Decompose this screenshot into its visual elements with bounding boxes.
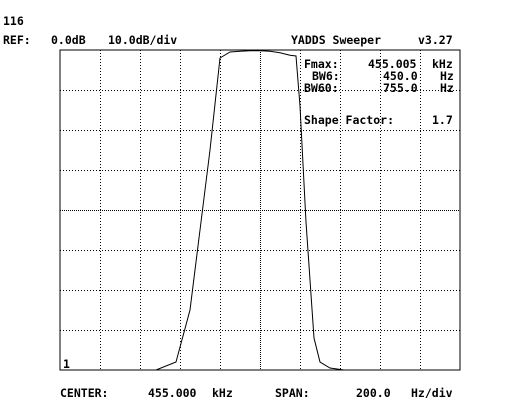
bw6-value: 450.0 xyxy=(383,69,418,83)
bw60-unit: Hz xyxy=(440,81,454,95)
bw60-value: 755.0 xyxy=(383,81,418,95)
shape-factor-value: 1.7 xyxy=(432,113,453,127)
fmax-value: 455.005 xyxy=(368,57,417,71)
bw6-label: BW6: xyxy=(312,69,340,83)
ref-level: 0.0dB xyxy=(51,33,86,47)
bw60-label: BW60: xyxy=(304,81,339,95)
center-frequency: 455.000 xyxy=(148,386,197,400)
center-label: CENTER: xyxy=(60,386,109,400)
shape-factor-label: Shape Factor: xyxy=(304,113,395,127)
sweep-counter: 116 xyxy=(3,14,24,28)
span-value: 200.0 xyxy=(356,386,391,400)
graticule xyxy=(60,50,460,370)
span-unit: Hz/div xyxy=(411,386,453,400)
span-label: SPAN: xyxy=(275,386,310,400)
ref-label: REF: xyxy=(3,33,31,47)
response-trace xyxy=(60,50,460,371)
fmax-unit: kHz xyxy=(432,57,453,71)
vertical-scale: 10.0dB/div xyxy=(108,33,178,47)
marker-number: 1 xyxy=(63,357,70,371)
app-version: v3.27 xyxy=(418,33,453,47)
fmax-label: Fmax: xyxy=(304,57,339,71)
center-unit: kHz xyxy=(212,386,233,400)
bw6-unit: Hz xyxy=(440,69,454,83)
app-title: YADDS Sweeper xyxy=(291,33,382,47)
